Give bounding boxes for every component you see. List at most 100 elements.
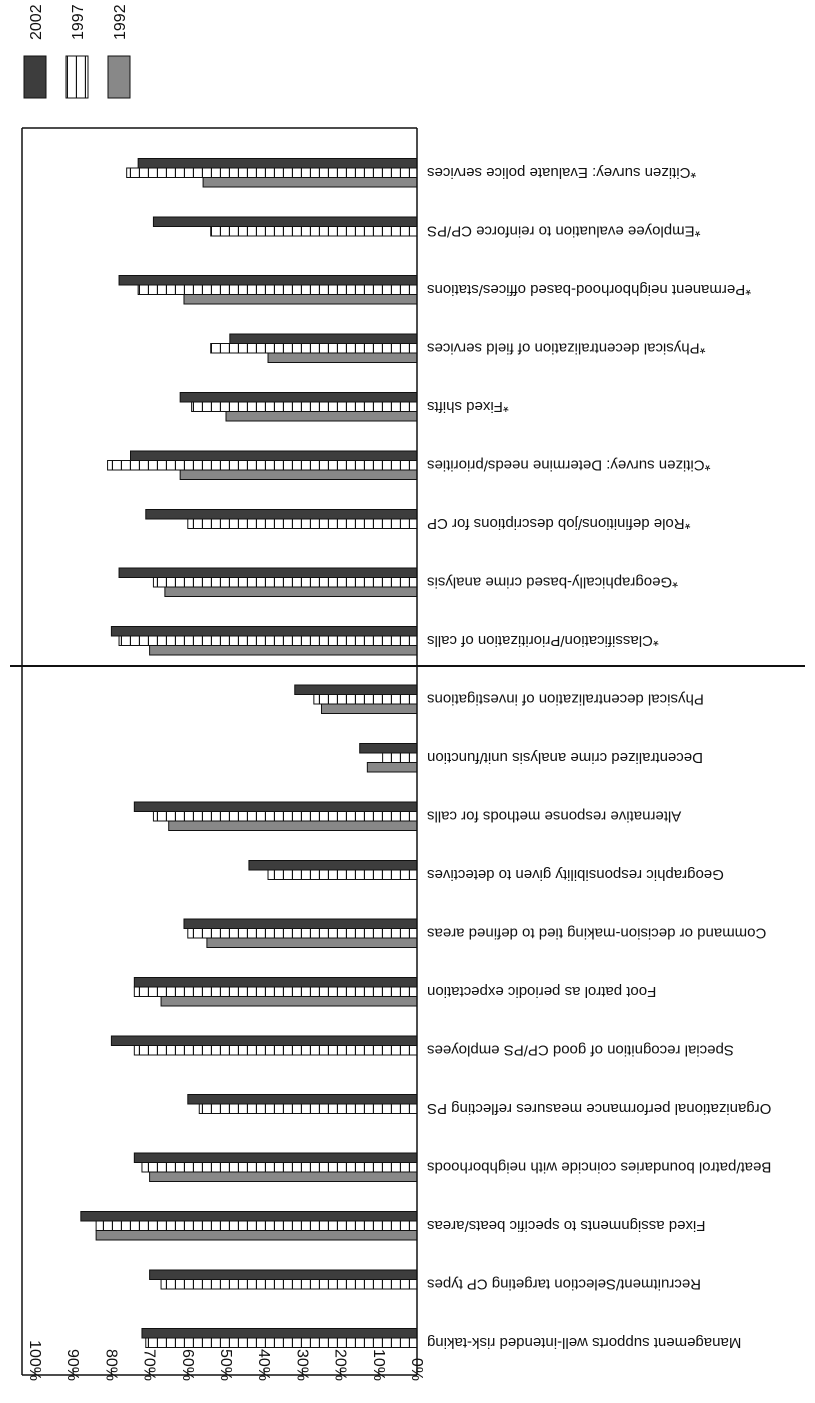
category-label: *Permanent neighborhood-based offices/st… — [427, 281, 751, 298]
bar-1992 — [149, 1171, 418, 1182]
bar-1997 — [133, 1045, 418, 1056]
category-label: Command or decision-making tied to defin… — [427, 924, 766, 941]
bar-2002 — [118, 567, 418, 578]
x-tick-label: 30% — [293, 1349, 310, 1381]
category-label: Special recognition of good CP/PS employ… — [427, 1041, 734, 1058]
x-tick-label: 10% — [370, 1349, 387, 1381]
bar-1992 — [366, 762, 418, 773]
category-label: *Employee evaluation to reinforce CP/PS — [427, 222, 700, 239]
bar-2002 — [149, 1269, 418, 1280]
legend-label-1997: 1997 — [70, 4, 87, 40]
bar-1997 — [137, 284, 418, 295]
bar-1992 — [183, 294, 418, 305]
bar-1992 — [168, 820, 418, 831]
x-tick-label: 100% — [26, 1340, 43, 1381]
category-label: Alternative response methods for calls — [427, 807, 681, 824]
legend-label-1992: 1992 — [112, 4, 129, 40]
bar-1997 — [160, 1279, 418, 1290]
category-label: Beat/patrol boundaries coincide with nei… — [427, 1158, 771, 1175]
bar-2002 — [294, 684, 418, 695]
bar-1992 — [179, 469, 418, 480]
x-tick-label: 90% — [64, 1349, 81, 1381]
bar-1997 — [191, 401, 418, 412]
category-label: *Fixed shifts — [427, 398, 509, 415]
bar-1997 — [141, 1162, 418, 1173]
bar-2002 — [118, 275, 418, 286]
x-tick-label: 0% — [408, 1358, 425, 1381]
category-labels: Management supports well-intended risk-t… — [427, 164, 771, 1351]
bar-2002 — [359, 743, 418, 754]
category-label: Decentralized crime analysis unit/functi… — [427, 749, 703, 766]
bar-2002 — [133, 1152, 418, 1163]
bar-2002 — [110, 1035, 418, 1046]
bar-1997 — [267, 869, 418, 880]
bar-1997 — [187, 518, 418, 529]
category-label: Management supports well-intended risk-t… — [427, 1334, 741, 1351]
bar-2002 — [248, 860, 418, 871]
category-label: Organizational performance measures refl… — [427, 1100, 771, 1117]
bar-2002 — [145, 509, 418, 520]
bar-2002 — [152, 216, 418, 227]
category-label: *Geographically-based crime analysis — [427, 573, 678, 590]
bar-1992 — [321, 703, 418, 714]
bar-1997 — [118, 635, 418, 646]
bar-2002 — [133, 977, 418, 988]
legend-label-2002: 2002 — [28, 4, 45, 40]
bar-1997 — [126, 167, 418, 178]
bar-2002 — [179, 392, 418, 403]
bar-1992 — [206, 937, 418, 948]
bar-1997 — [198, 1103, 418, 1114]
legend: 1992 1997 2002 — [23, 4, 131, 99]
category-label: *Citizen survey: Evaluate police service… — [427, 164, 696, 181]
bar-1997 — [107, 460, 418, 471]
bar-2002 — [183, 918, 418, 929]
x-tick-label: 80% — [102, 1349, 119, 1381]
category-label: Foot patrol as periodic expectation — [427, 983, 656, 1000]
bar-1992 — [95, 1230, 418, 1241]
bar-1997 — [382, 752, 418, 763]
category-label: Geographic responsibility given to detec… — [427, 866, 724, 883]
bar-2002 — [187, 1094, 418, 1105]
x-tick-label: 20% — [332, 1349, 349, 1381]
bar-1992 — [160, 996, 418, 1007]
x-tick-label: 50% — [217, 1349, 234, 1381]
bar-1997 — [133, 986, 418, 997]
bars — [80, 158, 418, 1348]
bar-2002 — [141, 1328, 418, 1339]
bar-1997 — [210, 226, 418, 237]
bar-1997 — [145, 1337, 418, 1348]
category-label: *Role definitions/job descriptions for C… — [427, 515, 690, 532]
bar-1992 — [267, 352, 418, 363]
category-label: *Classification/Prioritization of calls — [427, 632, 659, 649]
chart-plot-group: 1992 1997 2002 Management supports well-in… — [10, 4, 805, 1381]
bar-2002 — [130, 450, 418, 461]
bar-1997 — [210, 343, 418, 354]
bar-2002 — [133, 801, 418, 812]
category-label: Physical decentralization of investigati… — [427, 690, 704, 707]
bar-1997 — [313, 694, 418, 705]
bar-1992 — [164, 586, 418, 597]
legend-swatch-2002 — [23, 55, 47, 99]
bar-2002 — [110, 626, 418, 637]
bar-1997 — [187, 928, 418, 939]
legend-swatch-1997 — [65, 55, 89, 99]
category-label: Recruitment/Selection targeting CP types — [427, 1275, 701, 1292]
category-label: *Physical decentralization of field serv… — [427, 339, 705, 356]
bar-2002 — [137, 158, 418, 169]
bar-2002 — [80, 1211, 418, 1222]
x-tick-label: 40% — [255, 1349, 272, 1381]
legend-swatch-1992 — [107, 55, 131, 99]
bar-1997 — [95, 1220, 418, 1231]
x-axis: 0% 10% 20% 30% 40% 50% 60% 70% 80% 90% 100% — [10, 127, 805, 1381]
category-label: *Citizen survey: Determine needs/priorit… — [427, 456, 710, 473]
bar-1997 — [152, 577, 418, 588]
x-tick-label: 60% — [179, 1349, 196, 1381]
category-label: Fixed assignments to specific beats/area… — [427, 1217, 705, 1234]
bar-1992 — [149, 645, 418, 656]
bar-1992 — [225, 411, 418, 422]
bar-2002 — [229, 333, 418, 344]
bar-1997 — [152, 811, 418, 822]
bar-1992 — [202, 177, 418, 188]
